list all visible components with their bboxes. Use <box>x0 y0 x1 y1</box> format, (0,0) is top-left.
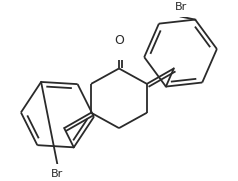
Text: Br: Br <box>174 2 187 12</box>
Text: O: O <box>114 34 124 47</box>
Text: Br: Br <box>51 169 64 180</box>
